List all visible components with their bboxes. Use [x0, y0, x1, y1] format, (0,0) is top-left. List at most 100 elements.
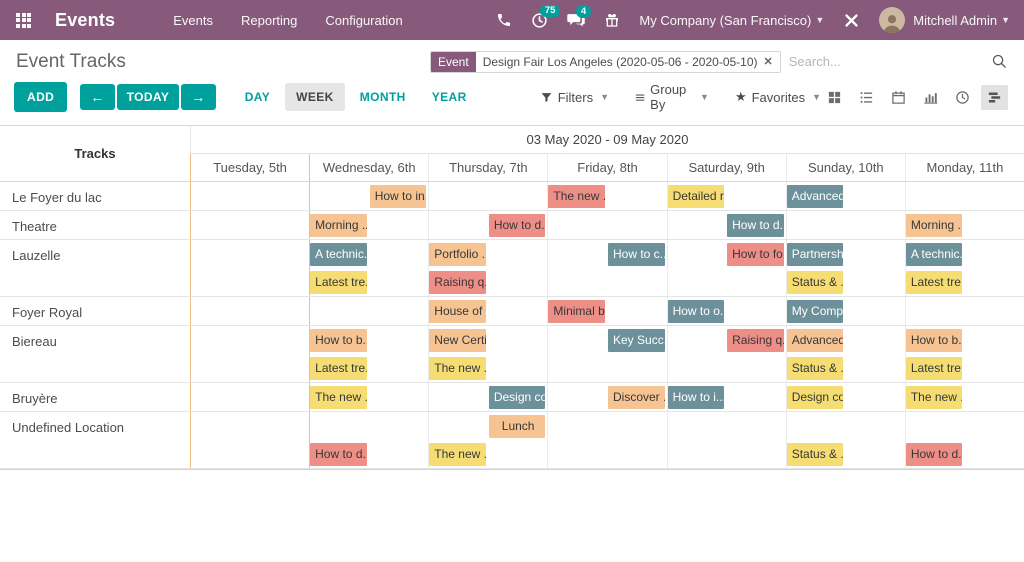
gantt-cell[interactable] [309, 240, 428, 296]
gantt-cell[interactable] [785, 412, 905, 468]
gantt-cell[interactable] [309, 182, 428, 210]
view-list-icon[interactable] [853, 85, 880, 110]
gantt-cell[interactable] [547, 182, 666, 210]
view-calendar-icon[interactable] [885, 85, 912, 110]
gantt-pill[interactable]: How to c... [608, 243, 665, 266]
gantt-cell[interactable] [190, 240, 309, 296]
view-chart-icon[interactable] [917, 85, 944, 110]
gantt-cell[interactable] [190, 182, 309, 210]
gantt-cell[interactable] [666, 412, 786, 468]
gantt-cell[interactable] [309, 383, 428, 411]
gantt-cell[interactable] [666, 326, 786, 382]
gantt-pill[interactable]: How to i... [667, 386, 725, 409]
gantt-pill[interactable]: Portfolio ... [429, 243, 486, 266]
view-activity-icon[interactable] [949, 85, 976, 110]
gantt-cell[interactable] [785, 297, 905, 325]
gantt-pill[interactable]: Status & ... [786, 357, 844, 380]
gantt-cell[interactable] [428, 182, 547, 210]
gantt-pill[interactable]: How to fo... [727, 243, 784, 266]
gantt-cell[interactable] [666, 211, 786, 239]
gantt-pill[interactable]: Latest tre... [310, 357, 367, 380]
gantt-cell[interactable] [904, 326, 1024, 382]
gantt-cell[interactable] [904, 240, 1024, 296]
gantt-pill[interactable]: Status & ... [786, 443, 844, 466]
gantt-cell[interactable] [785, 326, 905, 382]
today-button[interactable]: TODAY [116, 84, 180, 110]
gantt-pill[interactable]: Minimal b... [548, 300, 605, 323]
gantt-cell[interactable] [785, 383, 905, 411]
gantt-cell[interactable] [190, 211, 309, 239]
scale-month[interactable]: MONTH [349, 83, 417, 111]
gantt-cell[interactable] [309, 326, 428, 382]
gantt-cell[interactable] [547, 412, 666, 468]
gantt-pill[interactable]: The new ... [429, 443, 486, 466]
gantt-pill[interactable]: The new ... [429, 357, 486, 380]
activity-clock-icon[interactable]: 75 [531, 4, 560, 29]
view-gantt-icon[interactable] [981, 84, 1008, 110]
gantt-cell[interactable] [666, 383, 786, 411]
gantt-cell[interactable] [666, 297, 786, 325]
gantt-pill[interactable]: The new ... [905, 386, 963, 409]
gantt-pill[interactable]: Advanced... [786, 329, 844, 352]
gantt-cell[interactable] [309, 412, 428, 468]
gantt-pill[interactable]: Design co... [786, 386, 844, 409]
user-menu[interactable]: Mitchell Admin ▼ [879, 7, 1010, 33]
gantt-pill[interactable]: Raising q... [727, 329, 784, 352]
prev-button[interactable]: ← [80, 84, 115, 110]
filters-menu[interactable]: Filters ▼ [540, 90, 609, 105]
gantt-cell[interactable] [190, 383, 309, 411]
menu-item-configuration[interactable]: Configuration [325, 12, 403, 28]
gantt-pill[interactable]: Raising q... [429, 271, 486, 294]
gantt-cell[interactable] [547, 326, 666, 382]
gantt-cell[interactable] [428, 383, 547, 411]
gantt-pill[interactable]: How to b... [310, 329, 367, 352]
gantt-pill[interactable]: How to d... [727, 214, 784, 237]
search-icon[interactable] [991, 53, 1008, 70]
messages-icon[interactable]: 4 [567, 5, 591, 28]
view-kanban-icon[interactable] [821, 85, 848, 110]
gantt-pill[interactable]: Key Succ... [608, 329, 665, 352]
gantt-pill[interactable]: House of ... [429, 300, 486, 323]
gantt-cell[interactable] [785, 240, 905, 296]
developer-tools-icon[interactable] [843, 12, 860, 29]
gantt-cell[interactable] [428, 326, 547, 382]
gantt-pill[interactable]: Latest tre... [905, 357, 963, 380]
gantt-cell[interactable] [904, 383, 1024, 411]
gantt-pill[interactable]: Discover ... [608, 386, 665, 409]
gantt-cell[interactable] [666, 240, 786, 296]
gantt-cell[interactable] [547, 383, 666, 411]
gantt-cell[interactable] [904, 182, 1024, 210]
gantt-cell[interactable] [190, 412, 309, 468]
gantt-pill[interactable]: Advanced... [786, 185, 844, 208]
gantt-pill[interactable]: Detailed r... [667, 185, 725, 208]
gantt-pill[interactable]: How to in... [369, 185, 427, 208]
gantt-pill[interactable]: Status & ... [786, 271, 844, 294]
gantt-pill[interactable]: Morning ... [905, 214, 963, 237]
gantt-pill[interactable]: A technic... [310, 243, 367, 266]
gantt-cell[interactable] [666, 182, 786, 210]
next-button[interactable]: → [181, 84, 216, 110]
search-input[interactable] [780, 50, 991, 73]
gantt-pill[interactable]: How to d... [905, 443, 963, 466]
gantt-cell[interactable] [904, 211, 1024, 239]
gantt-cell[interactable] [547, 297, 666, 325]
gantt-pill[interactable]: How to o... [667, 300, 725, 323]
phone-icon[interactable] [496, 12, 512, 28]
gift-icon[interactable] [604, 12, 620, 28]
gantt-cell[interactable] [904, 412, 1024, 468]
gantt-pill[interactable]: My Comp... [786, 300, 844, 323]
gantt-cell[interactable] [785, 211, 905, 239]
gantt-cell[interactable] [428, 240, 547, 296]
scale-day[interactable]: DAY [234, 83, 281, 111]
gantt-cell[interactable] [190, 297, 309, 325]
facet-remove-icon[interactable]: ✕ [763, 56, 773, 68]
menu-item-reporting[interactable]: Reporting [240, 12, 298, 28]
scale-week[interactable]: WEEK [285, 83, 345, 111]
group-by-menu[interactable]: Group By ▼ [635, 82, 709, 112]
gantt-cell[interactable] [428, 211, 547, 239]
gantt-cell[interactable] [904, 297, 1024, 325]
menu-item-events[interactable]: Events [173, 12, 213, 28]
gantt-pill[interactable]: New Certi... [429, 329, 486, 352]
gantt-pill[interactable]: Latest tre... [310, 271, 367, 294]
gantt-pill[interactable]: A technic... [905, 243, 963, 266]
